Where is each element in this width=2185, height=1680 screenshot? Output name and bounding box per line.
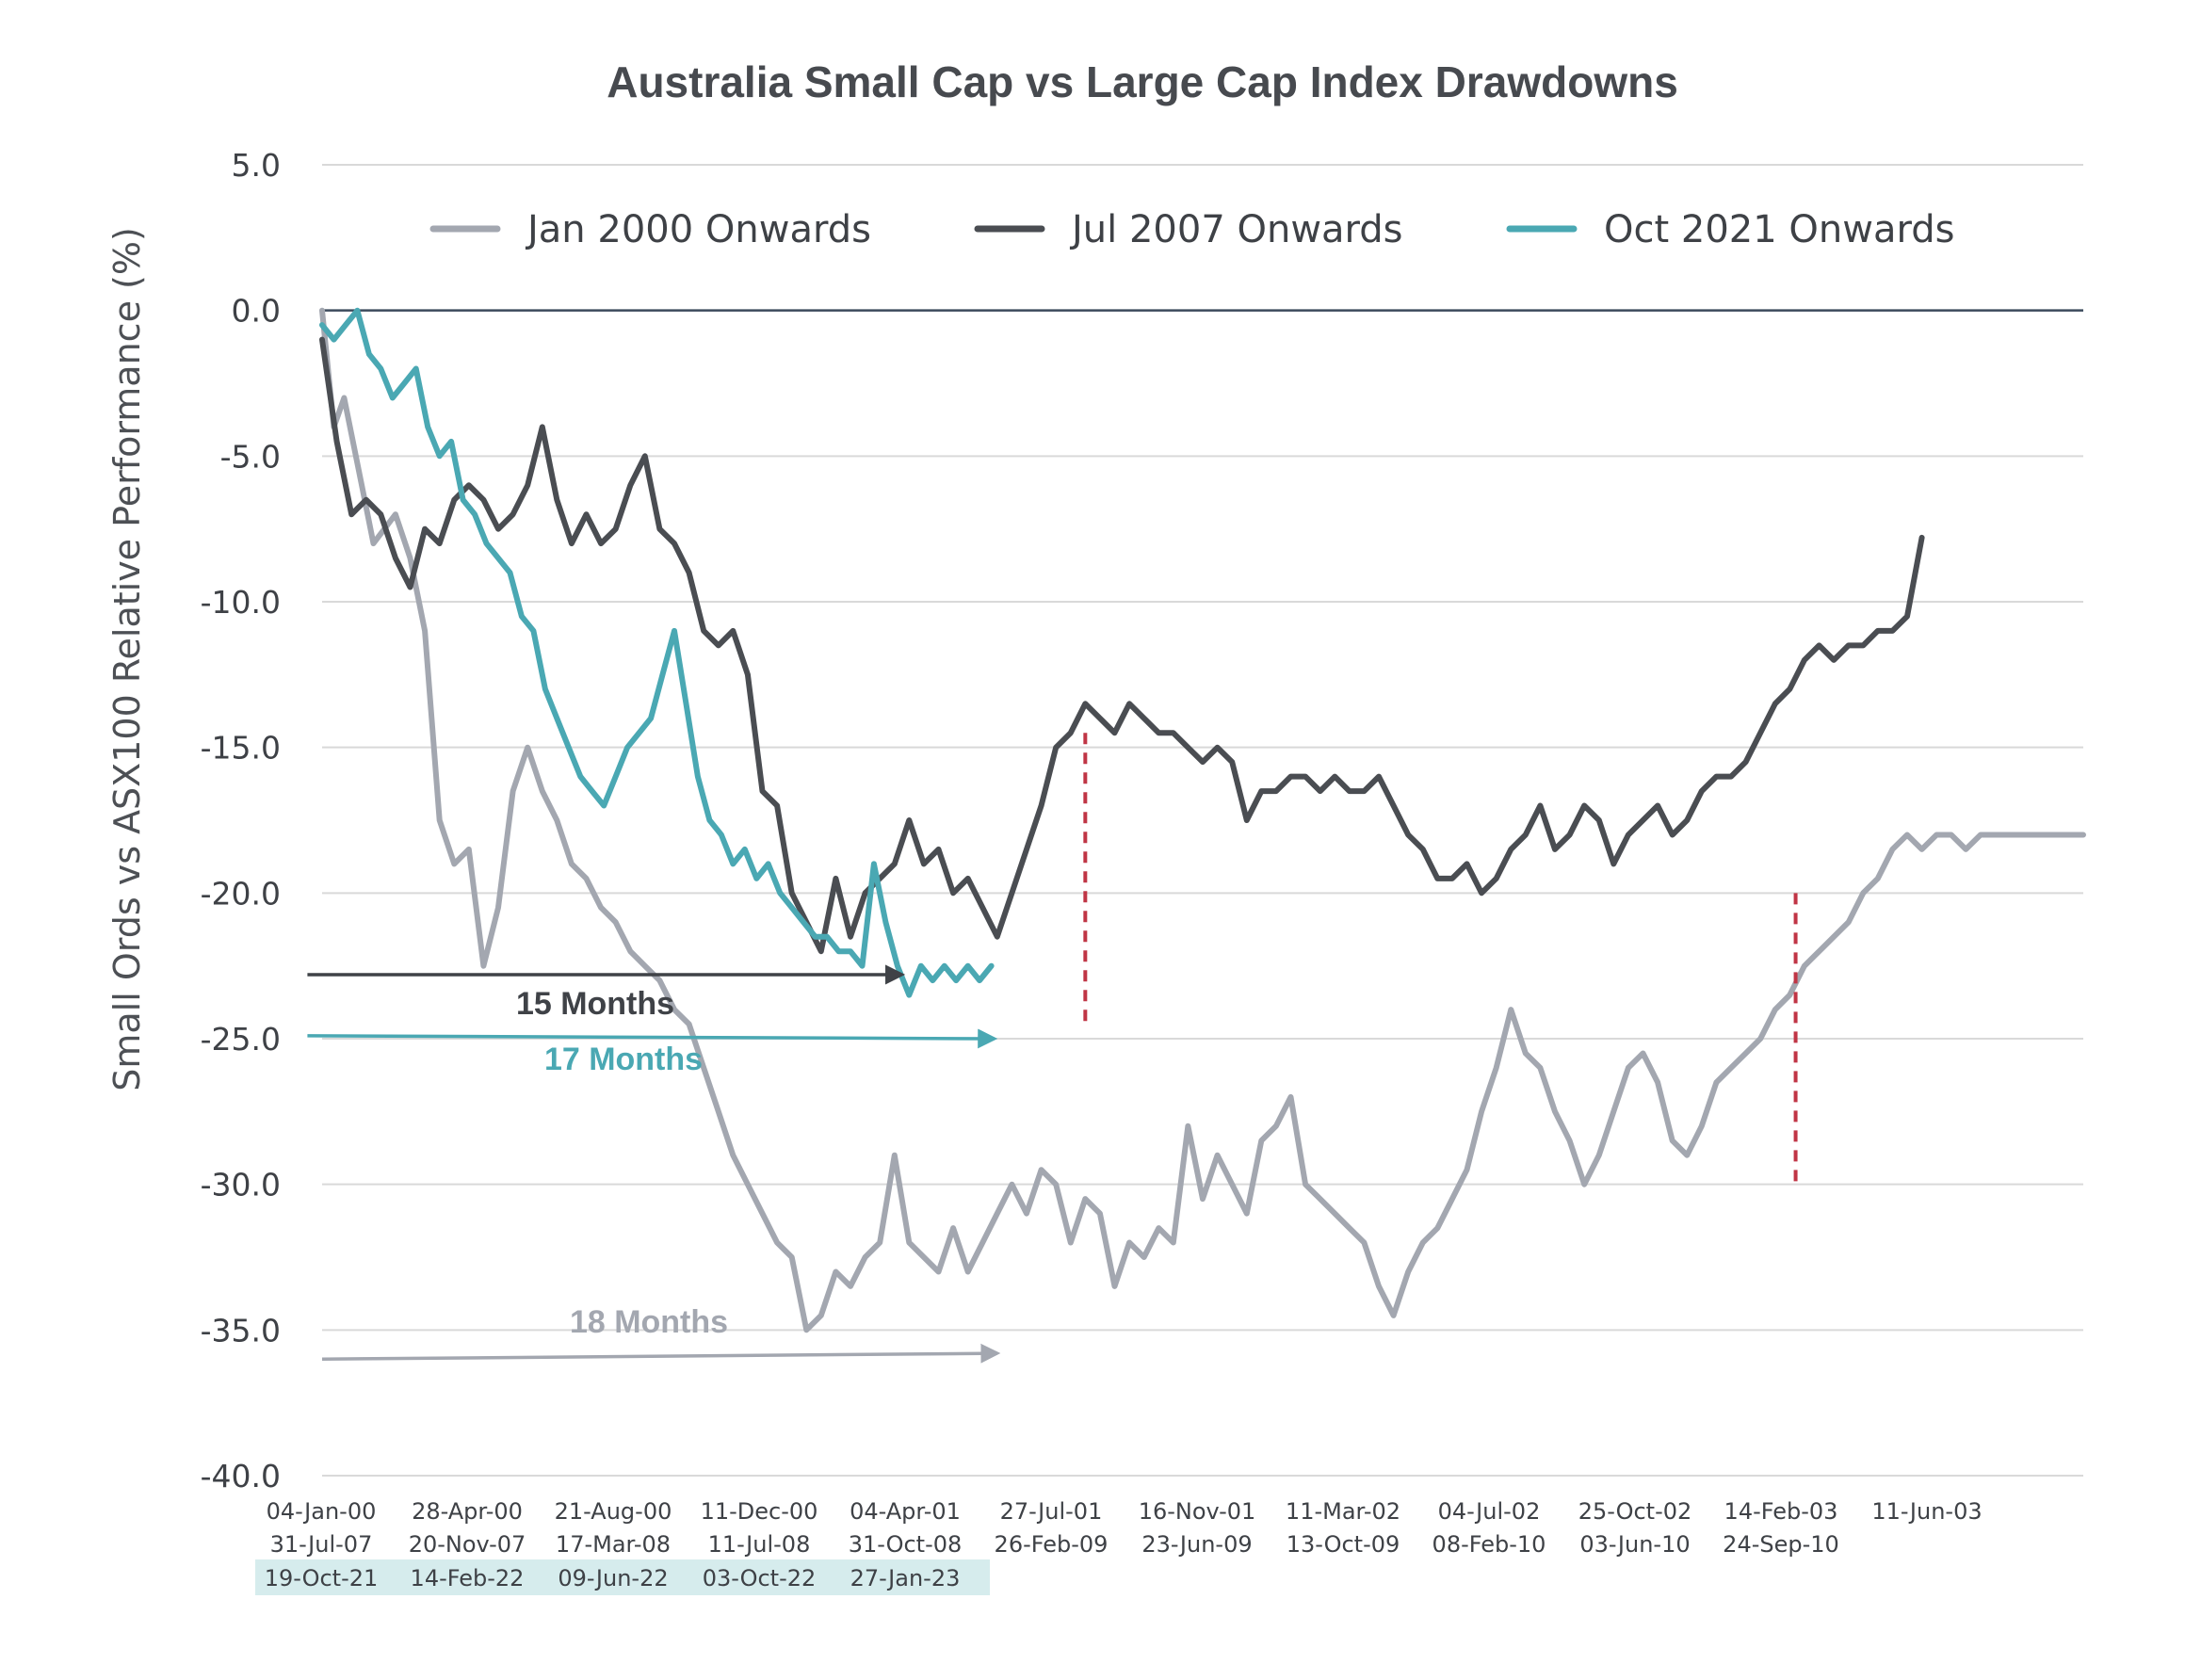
x-tick-label: 26-Feb-09 xyxy=(995,1531,1109,1558)
x-tick-label: 27-Jul-01 xyxy=(1000,1498,1103,1525)
x-tick-label: 31-Oct-08 xyxy=(849,1531,963,1558)
x-tick-label: 11-Dec-00 xyxy=(701,1498,818,1525)
y-tick-label: -25.0 xyxy=(201,1021,281,1058)
x-tick-label: 31-Jul-07 xyxy=(270,1531,373,1558)
x-tick-label: 11-Mar-02 xyxy=(1286,1498,1400,1525)
x-tick-label: 20-Nov-07 xyxy=(409,1531,526,1558)
x-tick-label: 11-Jun-03 xyxy=(1871,1498,1982,1525)
y-tick-label: -15.0 xyxy=(201,730,281,767)
x-tick-label: 03-Jun-10 xyxy=(1579,1531,1690,1558)
x-tick-label: 04-Jan-00 xyxy=(267,1498,377,1525)
x-tick-label: 14-Feb-03 xyxy=(1724,1498,1838,1525)
x-tick-label: 19-Oct-21 xyxy=(265,1565,379,1591)
x-tick-label: 27-Jan-23 xyxy=(850,1565,961,1591)
series-line-2 xyxy=(319,336,1925,955)
series-line-3 xyxy=(319,307,995,998)
y-tick-label: -20.0 xyxy=(201,875,281,912)
chart-title: Australia Small Cap vs Large Cap Index D… xyxy=(607,57,1678,106)
series-lines xyxy=(319,307,2086,1333)
x-tick-label: 17-Mar-08 xyxy=(556,1531,671,1558)
annotations: 15 Months 17 Months 18 Months xyxy=(307,964,1001,1364)
x-tick-label: 11-Jul-08 xyxy=(708,1531,811,1558)
y-tick-label: 5.0 xyxy=(232,147,281,184)
y-axis-ticks: 5.0 0.0 -5.0 -10.0 -15.0 -20.0 -25.0 -30.0 -35.0… xyxy=(201,147,281,1494)
y-axis-label: Small Ords vs ASX100 Relative Performanc… xyxy=(106,227,148,1091)
x-tick-label: 04-Apr-01 xyxy=(850,1498,961,1525)
y-tick-label: -5.0 xyxy=(220,438,281,475)
gridlines xyxy=(322,164,2083,1477)
x-tick-label: 04-Jul-02 xyxy=(1438,1498,1541,1525)
x-tick-label: 21-Aug-00 xyxy=(555,1498,672,1525)
x-tick-label: 24-Sep-10 xyxy=(1723,1531,1839,1558)
x-tick-label: 13-Oct-09 xyxy=(1287,1531,1400,1558)
x-tick-label: 09-Jun-22 xyxy=(558,1565,668,1591)
annotation-label: 15 Months xyxy=(516,986,674,1022)
y-tick-label: -40.0 xyxy=(201,1458,281,1494)
x-tick-row-highlight xyxy=(255,1559,990,1595)
x-tick-label: 28-Apr-00 xyxy=(412,1498,523,1525)
annotation-arrow xyxy=(321,1343,1001,1364)
series-line-1 xyxy=(319,307,2086,1333)
x-axis-ticks: 04-Jan-00 28-Apr-00 21-Aug-00 11-Dec-00 04-A… xyxy=(255,1498,1983,1595)
annotation-arrow xyxy=(307,1028,998,1049)
x-tick-label: 08-Feb-10 xyxy=(1432,1531,1546,1558)
legend-label: Jan 2000 Onwards xyxy=(525,208,871,251)
x-tick-label: 03-Oct-22 xyxy=(703,1565,817,1591)
y-tick-label: -10.0 xyxy=(201,584,281,621)
legend: Jan 2000 Onwards Jul 2007 Onwards Oct 2021… xyxy=(429,208,1954,251)
x-tick-label: 16-Nov-01 xyxy=(1139,1498,1256,1525)
x-tick-label: 14-Feb-22 xyxy=(411,1565,525,1591)
annotation-label: 17 Months xyxy=(544,1042,703,1077)
x-tick-label: 25-Oct-02 xyxy=(1578,1498,1692,1525)
annotation-label: 18 Months xyxy=(570,1304,728,1340)
legend-label: Oct 2021 Onwards xyxy=(1604,208,1954,251)
legend-label: Jul 2007 Onwards xyxy=(1069,208,1403,251)
y-tick-label: -35.0 xyxy=(201,1312,281,1349)
x-tick-label: 23-Jun-09 xyxy=(1141,1531,1252,1558)
y-tick-label: -30.0 xyxy=(201,1167,281,1203)
reference-lines xyxy=(1083,733,1798,1185)
y-tick-label: 0.0 xyxy=(232,293,281,330)
